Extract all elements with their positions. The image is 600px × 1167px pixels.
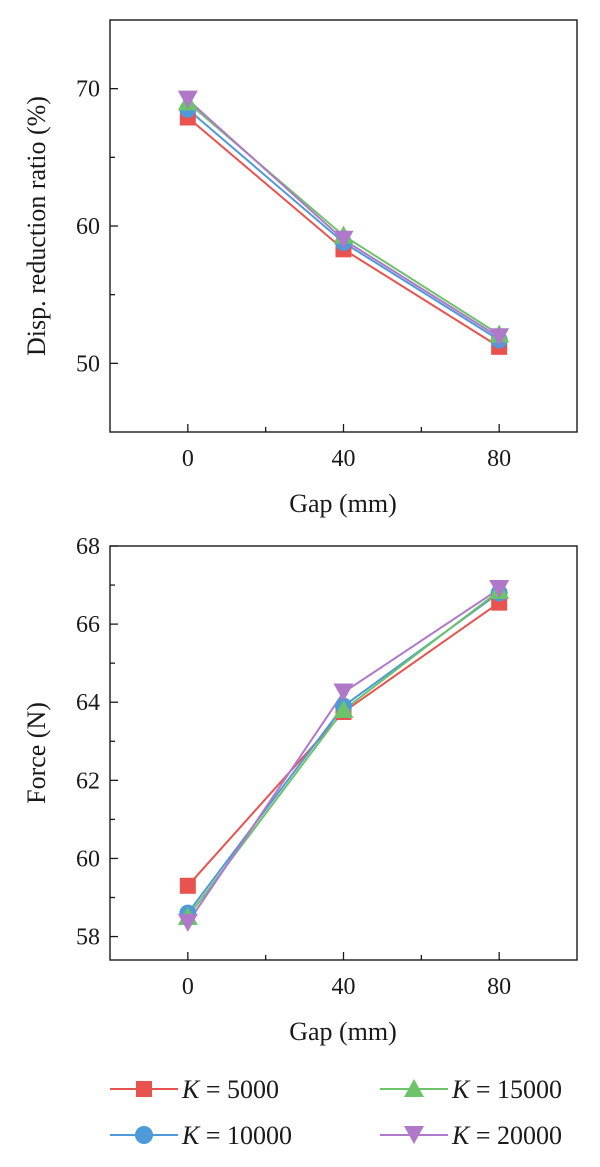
- data-point-series-4: [177, 90, 198, 109]
- legend-label-k15000: K = 15000: [451, 1075, 562, 1104]
- x-tick-label: 80: [487, 974, 511, 1000]
- data-point-series-4: [333, 683, 354, 702]
- series-line-3: [187, 590, 500, 918]
- y-tick-label: 50: [76, 351, 100, 377]
- y-axis-label-bottom: Force (N): [22, 702, 51, 804]
- force-chart: 0 40 80 58 60 62 64 66 68 Gap (mm) Force (N): [22, 534, 578, 1046]
- legend-item-k5000: K = 5000: [110, 1075, 279, 1104]
- y-tick-label: 62: [76, 768, 100, 794]
- x-tick-label: 0: [182, 974, 194, 1000]
- y-tick-label: 60: [76, 846, 100, 872]
- y-tick-label: 64: [76, 690, 100, 716]
- disp-reduction-chart: 0 40 80 50 60 70 Gap (mm) Disp. reduction rat…: [22, 19, 578, 518]
- y-tick-label: 70: [76, 77, 100, 103]
- triangle-down-marker-icon: [404, 1126, 424, 1144]
- legend-item-k15000: K = 15000: [380, 1075, 562, 1104]
- series-line-1: [187, 601, 500, 887]
- series-line-4: [187, 588, 500, 924]
- legend-label-k10000: K = 10000: [181, 1121, 292, 1150]
- legend-label-k5000: K = 5000: [181, 1075, 279, 1104]
- legend-label-k20000: K = 20000: [451, 1121, 562, 1150]
- data-point-series-1: [179, 877, 196, 894]
- x-axis-label-top: Gap (mm): [289, 489, 397, 518]
- y-tick-label: 58: [76, 925, 100, 951]
- y-tick-label: 66: [76, 612, 100, 638]
- circle-marker-icon: [135, 1126, 153, 1144]
- data-point-series-3: [333, 700, 354, 719]
- x-tick-label: 40: [332, 446, 356, 472]
- legend-item-k20000: K = 20000: [380, 1121, 562, 1150]
- x-tick-label: 40: [332, 974, 356, 1000]
- legend: K = 5000 K = 10000 K = 15000 K = 20000: [110, 1075, 562, 1150]
- data-point-series-4: [177, 913, 198, 932]
- data-point-series-4: [489, 579, 510, 598]
- series-line-4: [187, 98, 500, 339]
- triangle-up-marker-icon: [404, 1079, 424, 1097]
- series-line-2: [187, 592, 500, 914]
- x-tick-label: 80: [487, 446, 511, 472]
- y-tick-label: 68: [76, 534, 100, 560]
- square-marker-icon: [136, 1081, 152, 1097]
- x-tick-label: 0: [182, 446, 194, 472]
- legend-item-k10000: K = 10000: [110, 1121, 292, 1150]
- data-point-series-4: [333, 230, 354, 249]
- series-line-3: [187, 101, 500, 336]
- y-tick-label: 60: [76, 214, 100, 240]
- data-point-series-4: [489, 328, 510, 347]
- x-axis-label-bottom: Gap (mm): [289, 1017, 397, 1046]
- y-axis-label-top: Disp. reduction ratio (%): [22, 96, 51, 356]
